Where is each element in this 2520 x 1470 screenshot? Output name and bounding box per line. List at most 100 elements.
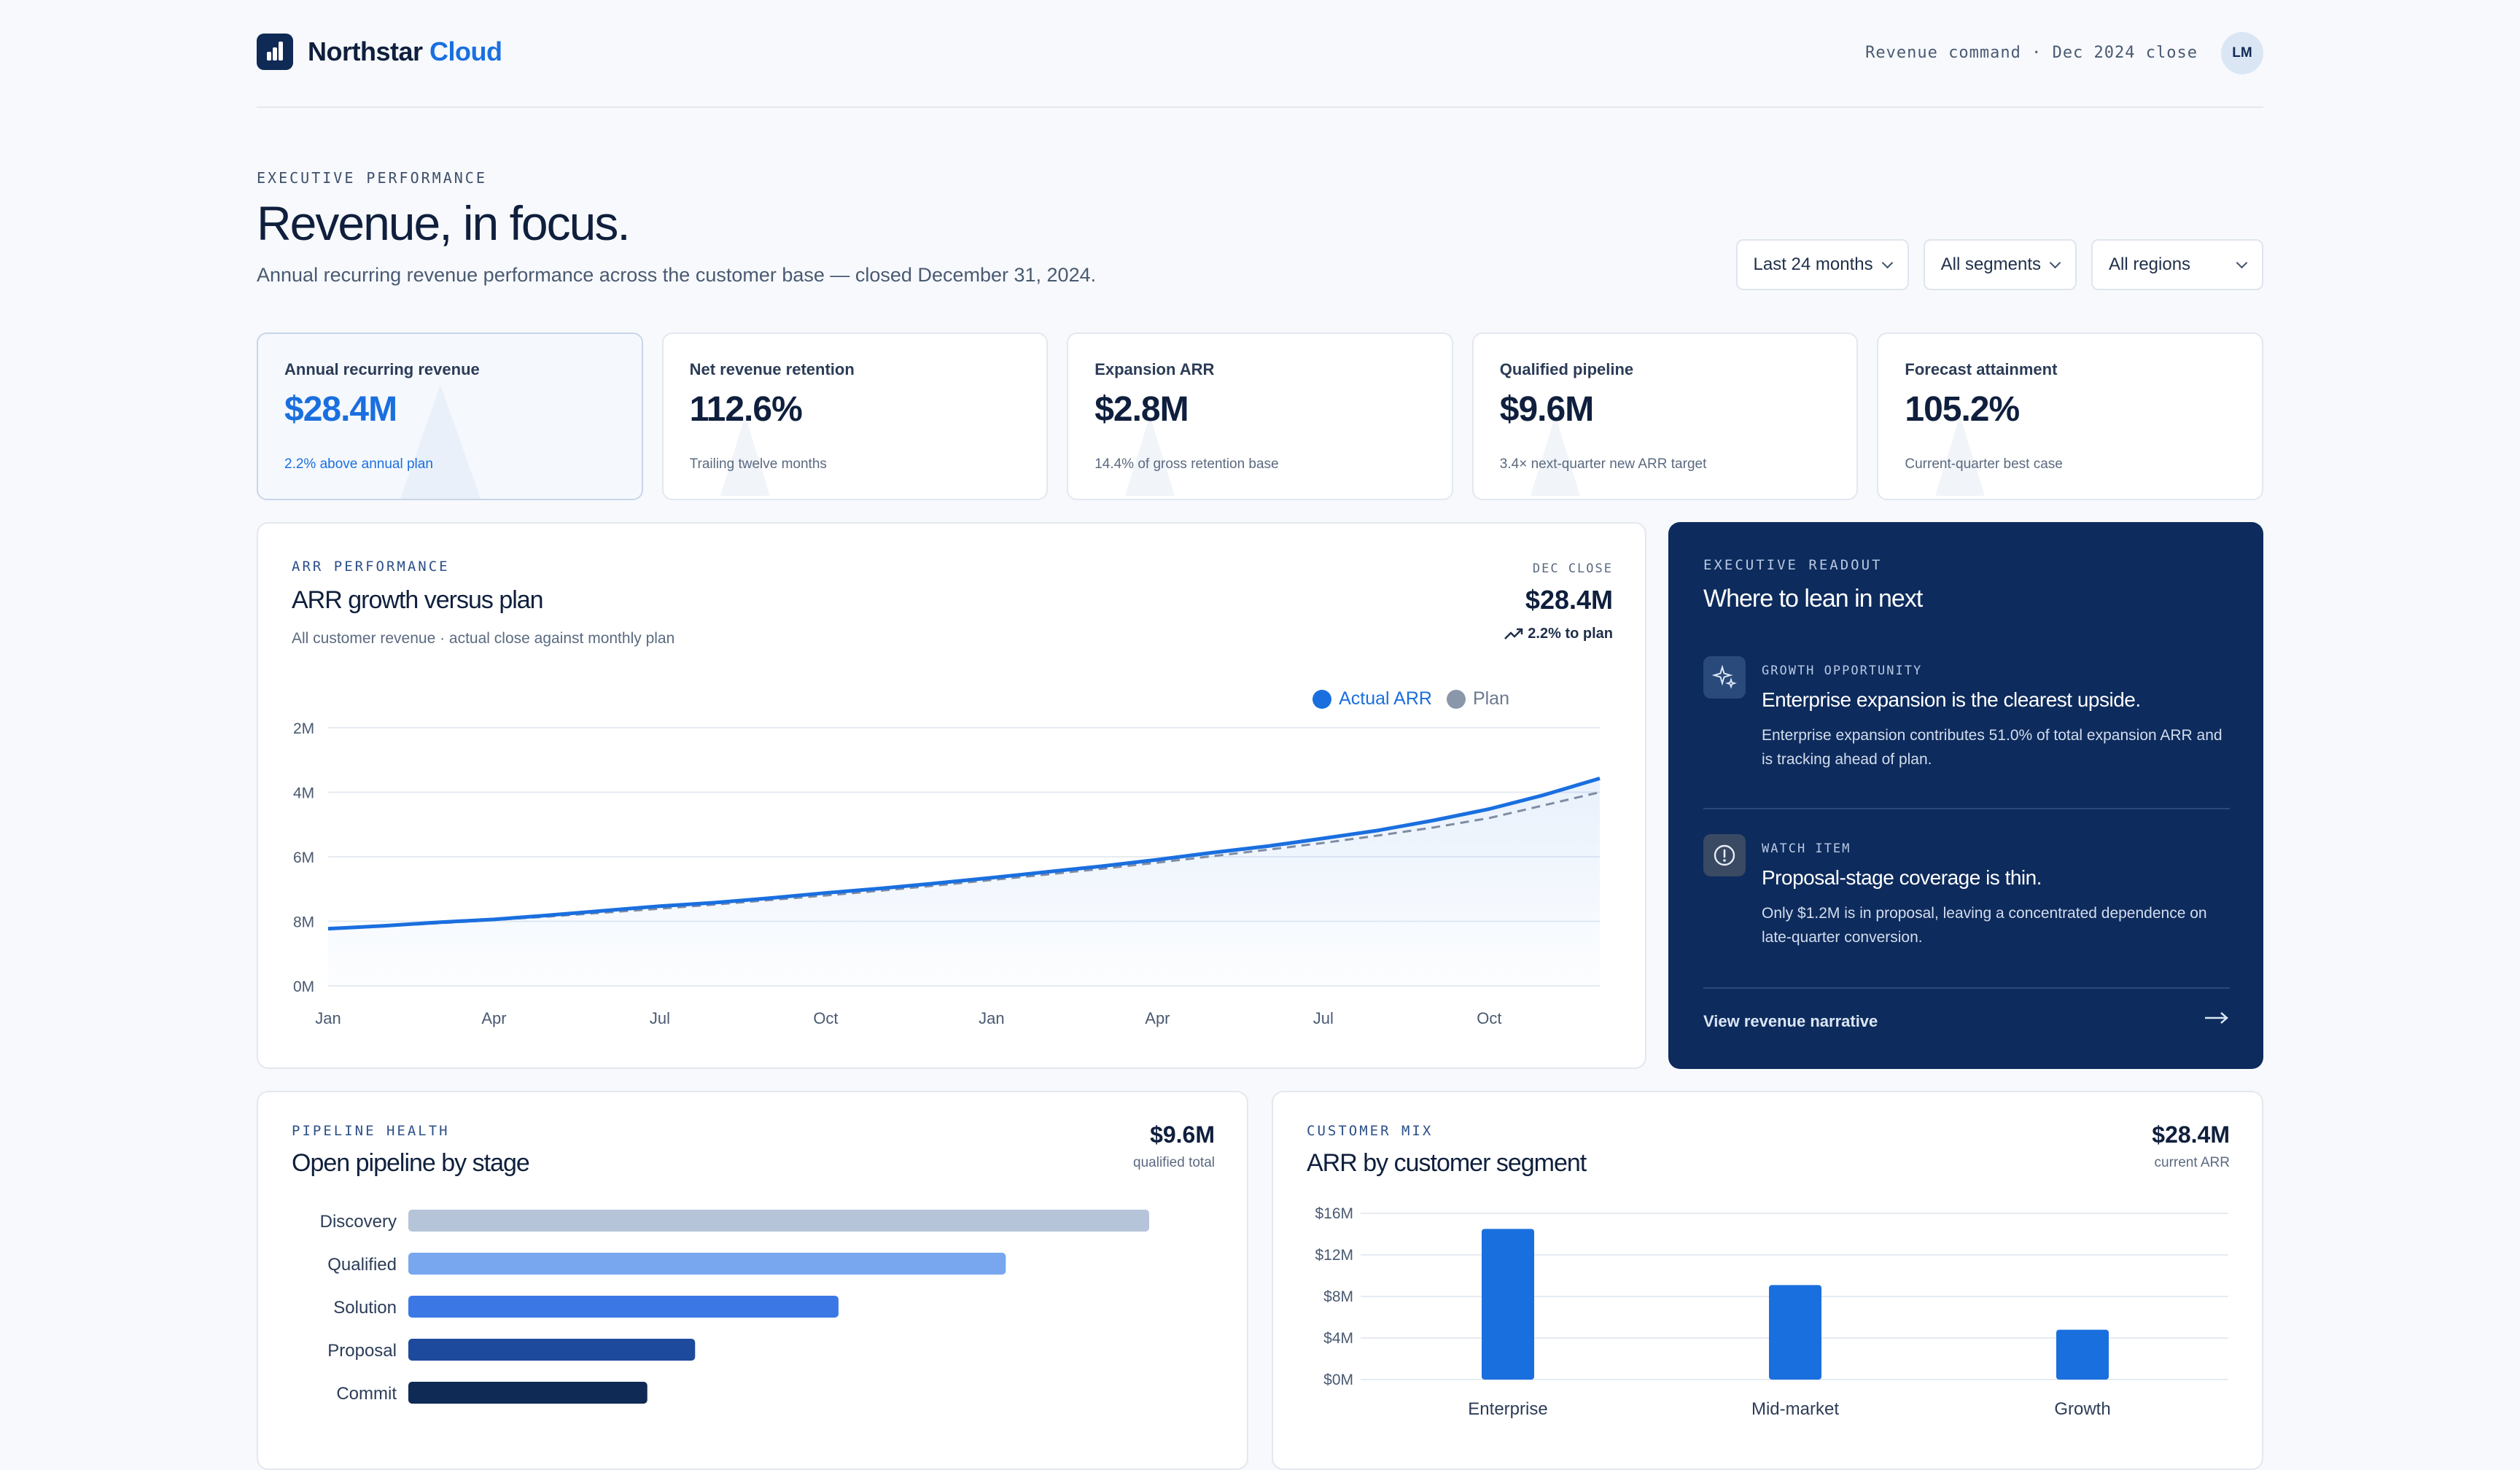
readout-item-body: Enterprise expansion contributes 51.0% o… [1762, 727, 2222, 768]
y-tick-label: 2M [293, 720, 314, 737]
arrow-right-icon[interactable] [2204, 1009, 2230, 1027]
segment-label: Enterprise [1468, 1399, 1547, 1419]
segment-bar-chart: $16M $12M $8M $4M $0M Enterprise Mid-market Gro… [1315, 1205, 2228, 1419]
plan-delta: 2.2% to plan [1504, 626, 1613, 642]
y-tick-label: 0M [293, 979, 314, 995]
y-tick-label: $8M [1323, 1288, 1353, 1305]
sparkle-icon [1703, 656, 1746, 699]
y-tick-label: 8M [293, 914, 314, 931]
revenue-narrative-link[interactable]: View revenue narrative [1703, 1012, 1878, 1030]
pipeline-total: $9.6M [1150, 1121, 1215, 1148]
decorative-shape [397, 385, 484, 499]
actual-series-line [327, 777, 1601, 931]
x-tick-label: Oct [813, 1009, 838, 1027]
kpi-card-expansion[interactable]: Expansion ARR $2.8M 14.4% of gross reten… [1067, 332, 1453, 500]
panel-title: ARR by customer segment [1307, 1149, 1587, 1177]
kpi-note: Current-quarter best case [1905, 456, 2063, 472]
decorative-shape [720, 416, 770, 496]
kpi-note: 14.4% of gross retention base [1094, 456, 1279, 472]
x-tick-label: Jul [1313, 1009, 1334, 1027]
chart-legend: Actual ARR Plan [1312, 688, 1509, 709]
kpi-note: Trailing twelve months [689, 456, 827, 472]
alert-circle-icon [1703, 834, 1746, 876]
period-filter-value: Last 24 months [1753, 254, 1873, 274]
segment-bar [1482, 1229, 1534, 1380]
readout-item-headline: Enterprise expansion is the clearest ups… [1762, 688, 2141, 711]
decorative-shape [1125, 416, 1175, 496]
page-title: Revenue, in focus. [257, 196, 631, 250]
period-filter[interactable]: Last 24 months [1735, 239, 1909, 290]
segment-filter[interactable]: All segments [1923, 239, 2077, 290]
stage-bar [408, 1253, 1006, 1275]
legend-label-plan: Plan [1472, 688, 1509, 709]
kpi-value: $2.8M [1094, 390, 1189, 429]
kpi-note: 2.2% above annual plan [284, 456, 433, 472]
segment-bar [1769, 1285, 1821, 1380]
page-eyebrow: EXECUTIVE PERFORMANCE [257, 169, 487, 187]
readout-item-eyebrow: WATCH ITEM [1762, 841, 1851, 856]
segment-label: Growth [2054, 1399, 2110, 1419]
chevron-down-icon [2049, 257, 2061, 268]
page-subtitle: Annual recurring revenue performance acr… [257, 264, 1097, 286]
kpi-label: Expansion ARR [1094, 360, 1215, 378]
panel-eyebrow: ARR PERFORMANCE [292, 559, 450, 575]
dec-close-label: DEC CLOSE [1532, 561, 1613, 576]
stage-label: Solution [333, 1298, 397, 1318]
y-tick-label: $16M [1315, 1205, 1353, 1222]
stage-label: Proposal [327, 1341, 397, 1361]
user-avatar[interactable]: LM [2221, 32, 2263, 74]
kpi-card-pipeline[interactable]: Qualified pipeline $9.6M 3.4× next-quart… [1471, 332, 1859, 500]
readout-item-eyebrow: GROWTH OPPORTUNITY [1762, 664, 1923, 678]
panel-title: ARR growth versus plan [292, 586, 544, 614]
x-tick-label: Apr [481, 1009, 506, 1027]
legend-swatch-plan [1446, 689, 1466, 709]
kpi-card-forecast[interactable]: Forecast attainment 105.2% Current-quart… [1877, 332, 2263, 500]
segment-label: Mid-market [1751, 1399, 1839, 1419]
stage-bar [408, 1339, 696, 1361]
stage-bar [408, 1382, 648, 1404]
stage-bar [408, 1296, 839, 1318]
top-bar: Northstar Cloud Revenue command · Dec 20… [257, 0, 2263, 108]
x-tick-label: Oct [1477, 1009, 1501, 1027]
segment-filter-value: All segments [1940, 254, 2041, 274]
legend-item-actual[interactable]: Actual ARR [1312, 688, 1432, 709]
kpi-label: Qualified pipeline [1499, 360, 1634, 378]
kpi-card-arr[interactable]: Annual recurring revenue $28.4M 2.2% abo… [257, 332, 643, 500]
pipeline-health-panel: Discovery Qualified Solution Proposal Commit… [257, 1091, 1248, 1470]
x-tick-label: Jan [315, 1009, 341, 1027]
filter-bar: Last 24 months All segments All regions [1735, 239, 2263, 290]
stage-label: Discovery [320, 1212, 397, 1232]
x-tick-label: Jan [979, 1009, 1004, 1027]
panel-eyebrow: EXECUTIVE READOUT [1703, 557, 1883, 573]
stage-label: Commit [336, 1384, 397, 1404]
readout-item-body: Only $1.2M is in proposal, leaving a con… [1762, 905, 2207, 946]
decorative-shape [1935, 416, 1986, 496]
stage-label: Qualified [327, 1255, 397, 1275]
divider [1703, 987, 2230, 989]
y-tick-label: $12M [1315, 1247, 1353, 1264]
chevron-down-icon [2236, 257, 2248, 268]
readout-item-growth: GROWTH OPPORTUNITY Enterprise expansion … [1703, 656, 2230, 788]
segment-total-note: current ARR [2154, 1155, 2230, 1170]
kpi-value: $28.4M [284, 390, 397, 429]
customer-mix-panel: $16M $12M $8M $4M $0M Enterprise Mid-market Gro… [1272, 1091, 2263, 1470]
brand-name[interactable]: Northstar Cloud [308, 36, 502, 66]
kpi-label: Annual recurring revenue [284, 360, 480, 378]
region-filter[interactable]: All regions [2091, 239, 2263, 290]
readout-item-headline: Proposal-stage coverage is thin. [1762, 866, 2042, 889]
kpi-value: $9.6M [1499, 390, 1594, 429]
y-tick-label: $4M [1323, 1330, 1353, 1347]
pipeline-total-note: qualified total [1133, 1155, 1215, 1170]
x-tick-label: Apr [1145, 1009, 1170, 1027]
legend-item-plan[interactable]: Plan [1446, 688, 1509, 709]
executive-readout-panel: EXECUTIVE READOUT Where to lean in next … [1668, 522, 2263, 1069]
brand-logo-icon[interactable] [257, 34, 293, 70]
kpi-label: Forecast attainment [1905, 360, 2058, 378]
kpi-card-nrr[interactable]: Net revenue retention 112.6% Trailing tw… [661, 332, 1049, 500]
stage-bar [408, 1210, 1149, 1232]
region-filter-value: All regions [2109, 254, 2191, 274]
panel-eyebrow: PIPELINE HEALTH [292, 1123, 450, 1139]
y-tick-label: $0M [1323, 1372, 1353, 1388]
plan-delta-text: 2.2% to plan [1528, 626, 1613, 642]
